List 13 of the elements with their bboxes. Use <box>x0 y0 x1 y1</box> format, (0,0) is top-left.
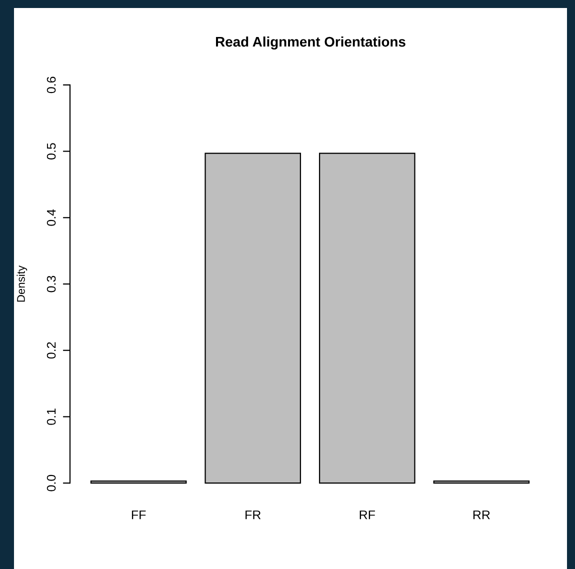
x-tick-label: RF <box>360 510 375 520</box>
chart-title: Read Alignment Orientations <box>216 36 406 50</box>
y-axis-title: Density <box>16 265 28 302</box>
y-tick-label: 0.3 <box>46 276 56 292</box>
y-tick-label: 0.2 <box>46 342 56 359</box>
y-tick-label: 0.0 <box>46 474 56 492</box>
y-tick-label: 0.5 <box>46 143 56 160</box>
x-tick-label: FF <box>132 510 146 520</box>
y-tick-label: 0.6 <box>46 76 56 94</box>
y-tick-label: 0.1 <box>46 408 56 425</box>
x-tick-label: RR <box>473 510 490 520</box>
y-tick-label: 0.4 <box>46 209 56 226</box>
x-tick-label: FR <box>246 510 261 520</box>
